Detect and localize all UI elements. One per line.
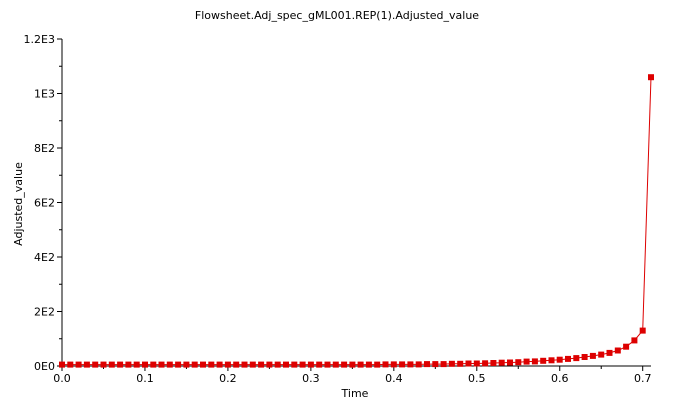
data-point [565,355,571,362]
axes [61,39,651,367]
data-series [59,74,654,368]
ticks: 0E0 2E2 4E2 6E2 8E2 1E3 1.2E3 0.0 0.1 0.2 0.3 0.4 0.… [24,33,652,385]
data-point [108,361,115,368]
data-point [415,361,422,368]
data-point [407,361,414,368]
x-tick-label: 0.3 [302,372,320,385]
x-tick-label: 0.6 [551,372,569,385]
y-tick-label: 8E2 [34,142,55,155]
data-point [390,361,397,368]
data-point [216,361,223,368]
x-tick-label: 0.5 [468,372,486,385]
data-point [623,343,630,350]
data-point [249,361,256,368]
data-point [175,361,182,368]
data-point [125,361,132,368]
data-point [158,361,165,368]
data-point [374,361,381,368]
data-point [183,361,190,368]
data-point [283,361,289,368]
y-tick-label: 2E2 [34,306,55,319]
data-point [150,361,157,368]
data-point [589,352,596,359]
data-point [291,361,298,368]
data-point [166,361,173,368]
data-point [357,361,364,368]
data-point [258,361,265,368]
data-point [133,361,140,368]
data-point [341,361,348,368]
y-tick-label: 0E0 [34,360,55,373]
data-point [382,361,389,368]
data-point [399,361,406,368]
x-tick-label: 0.4 [385,372,403,385]
chart-title: Flowsheet.Adj_spec_gML001.REP(1).Adjuste… [195,9,479,22]
data-point [75,361,82,368]
x-tick-label: 0.1 [136,372,154,385]
data-point [606,349,613,356]
y-tick-label: 1.2E3 [24,33,55,46]
data-point [440,361,447,368]
data-point [233,361,240,368]
data-point [67,361,74,368]
x-tick-label: 0.7 [634,372,652,385]
data-point [307,361,314,368]
data-point [432,361,439,368]
data-point [324,361,331,368]
data-point [573,355,580,362]
data-point [332,361,339,368]
data-point [581,354,588,360]
data-point [200,361,206,368]
data-point [274,361,281,368]
data-point [531,358,538,365]
data-point [556,356,563,363]
data-point [498,359,505,366]
data-point [92,361,99,368]
x-tick-label: 0.2 [219,372,237,385]
data-point [100,361,107,368]
y-axis-label: Adjusted_value [12,162,25,246]
data-point [523,358,530,365]
data-point [631,337,638,344]
data-point [490,360,497,366]
data-point [83,361,90,368]
data-point [598,351,605,358]
data-point [424,361,430,368]
data-point [117,361,124,368]
data-point [507,359,513,366]
series-line [62,77,652,366]
data-point [208,361,215,368]
data-point [648,74,654,81]
y-tick-label: 1E3 [34,88,55,101]
data-point [639,327,646,334]
data-point [548,357,555,364]
data-point [224,361,231,368]
data-point [316,361,323,368]
x-tick-label: 0.0 [53,372,71,385]
data-point [266,361,273,368]
data-point [191,361,198,368]
data-point [349,361,356,368]
data-point [540,357,547,364]
data-point [515,359,522,366]
data-point [59,361,65,368]
data-point [614,347,621,354]
y-tick-label: 6E2 [34,197,55,210]
data-point [473,360,480,367]
data-point [241,361,248,368]
data-point [142,361,148,368]
x-axis-label: Time [341,387,369,400]
y-tick-label: 4E2 [34,251,55,264]
data-point [299,361,306,368]
data-point [365,361,372,368]
data-point [448,360,455,367]
data-point [465,360,472,367]
data-point [482,360,489,367]
data-point [457,360,464,367]
